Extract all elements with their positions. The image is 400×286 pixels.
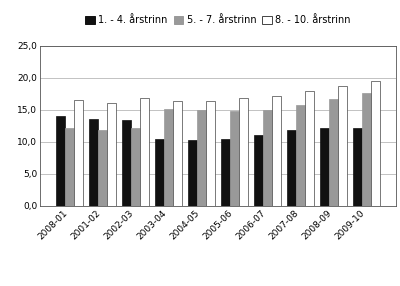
Bar xyxy=(362,93,371,206)
Bar xyxy=(287,130,296,206)
Bar xyxy=(263,110,272,206)
Bar xyxy=(338,86,347,206)
Bar xyxy=(65,128,74,206)
Bar xyxy=(98,130,107,206)
Bar xyxy=(221,139,230,206)
Bar xyxy=(239,98,248,206)
Bar xyxy=(206,102,215,206)
Bar xyxy=(371,81,380,206)
Bar xyxy=(89,120,98,206)
Bar xyxy=(230,111,239,206)
Bar xyxy=(329,99,338,206)
Bar xyxy=(188,140,197,206)
Bar xyxy=(155,139,164,206)
Legend: 1. - 4. årstrinn, 5. - 7. årstrinn, 8. - 10. årstrinn: 1. - 4. årstrinn, 5. - 7. årstrinn, 8. -… xyxy=(85,15,351,25)
Bar xyxy=(272,96,281,206)
Bar xyxy=(107,103,116,206)
Bar xyxy=(122,120,131,206)
Bar xyxy=(173,101,182,206)
Bar xyxy=(56,116,65,206)
Bar xyxy=(131,128,140,206)
Bar xyxy=(74,100,83,206)
Bar xyxy=(353,128,362,206)
Bar xyxy=(254,136,263,206)
Bar xyxy=(296,105,305,206)
Bar xyxy=(140,98,149,206)
Bar xyxy=(197,110,206,206)
Bar xyxy=(305,91,314,206)
Bar xyxy=(320,128,329,206)
Bar xyxy=(164,109,173,206)
